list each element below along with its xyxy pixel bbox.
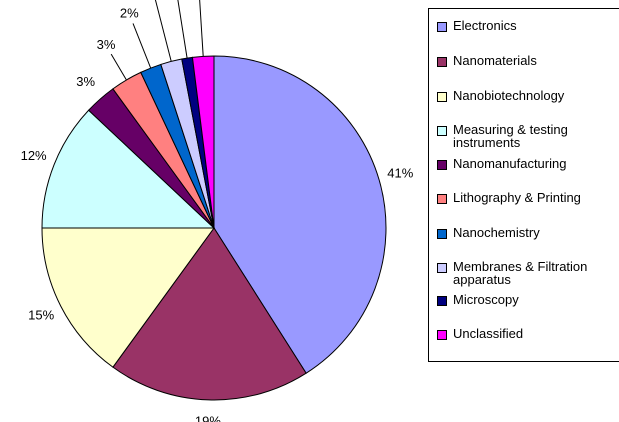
legend-swatch <box>437 263 447 273</box>
data-label: 3% <box>76 74 95 89</box>
pie-slice <box>41 109 216 229</box>
legend: Electronics Nanomaterials Nanobiotechnolog… <box>428 8 619 362</box>
legend-label: Microscopy <box>453 292 519 307</box>
leader-line <box>177 0 188 59</box>
data-label: 3% <box>97 37 116 52</box>
legend-label: Nanomaterials <box>453 53 537 68</box>
legend-swatch <box>437 296 447 306</box>
data-label: 41% <box>387 165 413 180</box>
pie-slice <box>41 227 215 368</box>
legend-label: Unclassified <box>453 326 524 341</box>
legend-item: Nanobiotechnology <box>437 89 619 102</box>
legend-item: Membranes & Filtration apparatus <box>437 260 619 286</box>
pie-slice <box>112 227 307 401</box>
leader-line <box>199 0 204 57</box>
pie-slice <box>213 55 387 374</box>
data-label: 2% <box>120 6 139 21</box>
legend-swatch <box>437 92 447 102</box>
legend-swatch <box>437 194 447 204</box>
legend-item: Nanomanufacturing <box>437 157 619 170</box>
legend-swatch <box>437 126 447 136</box>
chart: 41%19%15%12%3%3%2%2%1%2% <box>21 0 414 422</box>
legend-label: Membranes & Filtration apparatus <box>453 259 588 287</box>
legend-item: Measuring & testing instruments <box>437 123 619 149</box>
legend-item: Unclassified <box>437 327 619 340</box>
legend-item: Lithography & Printing <box>437 191 619 204</box>
leader-line <box>154 0 172 62</box>
legend-swatch <box>437 330 447 340</box>
legend-label: Measuring & testing instruments <box>453 122 568 150</box>
legend-label: Lithography & Printing <box>453 190 581 205</box>
pie-slice <box>191 55 215 229</box>
legend-swatch <box>437 57 447 67</box>
legend-label: Nanochemistry <box>453 225 540 240</box>
data-label: 15% <box>28 308 54 323</box>
legend-label: Nanobiotechnology <box>453 88 565 103</box>
leader-line <box>132 23 152 69</box>
legend-item: Nanochemistry <box>437 226 619 239</box>
legend-item: Electronics <box>437 19 619 32</box>
legend-swatch <box>437 22 447 32</box>
leader-line <box>110 53 127 81</box>
legend-item: Microscopy <box>437 293 619 306</box>
legend-swatch <box>437 229 447 239</box>
legend-swatch <box>437 160 447 170</box>
data-label: 19% <box>195 413 221 422</box>
legend-label: Electronics <box>453 18 517 33</box>
legend-item: Nanomaterials <box>437 54 619 67</box>
data-label: 12% <box>21 148 47 163</box>
legend-label: Nanomanufacturing <box>453 156 567 171</box>
